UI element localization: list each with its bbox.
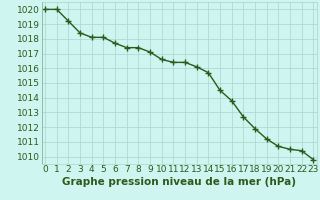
X-axis label: Graphe pression niveau de la mer (hPa): Graphe pression niveau de la mer (hPa) [62,177,296,187]
